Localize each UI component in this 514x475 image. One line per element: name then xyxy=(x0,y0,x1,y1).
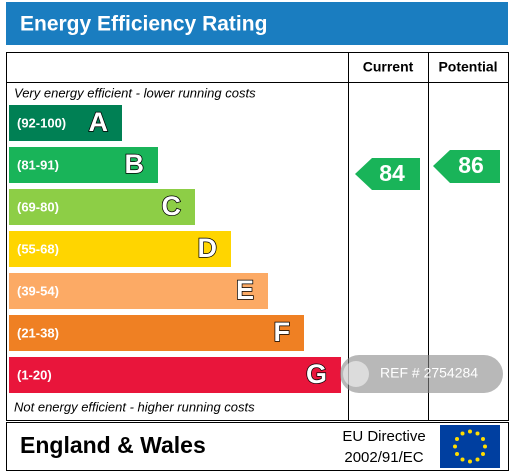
eu-star xyxy=(460,457,465,462)
band-range: (69-80) xyxy=(17,199,59,214)
band-range: (81-91) xyxy=(17,157,59,172)
band-letter: B xyxy=(125,149,145,179)
column-header: Potential xyxy=(438,59,497,75)
eu-star xyxy=(475,431,480,436)
eu-star xyxy=(483,444,487,449)
band xyxy=(9,357,341,393)
eu-star xyxy=(453,444,457,449)
top-note: Very energy efficient - lower running co… xyxy=(14,85,256,100)
column-header: Current xyxy=(363,59,414,75)
band-letter: G xyxy=(306,359,327,389)
eu-star xyxy=(468,459,472,464)
band xyxy=(9,189,195,225)
band-letter: E xyxy=(236,275,254,305)
band xyxy=(9,315,304,351)
eu-star xyxy=(475,457,480,462)
watermark-badge xyxy=(340,355,503,393)
title-bar xyxy=(6,2,508,45)
band xyxy=(9,105,122,141)
watermark-icon xyxy=(343,361,369,387)
potential-arrow xyxy=(433,150,500,183)
band xyxy=(9,231,231,267)
eu-star xyxy=(455,437,460,441)
footer-frame xyxy=(6,422,509,471)
band-range: (39-54) xyxy=(17,283,59,298)
band-letter: D xyxy=(198,233,218,263)
band xyxy=(9,273,268,309)
current-arrow xyxy=(355,158,420,190)
band-letter: F xyxy=(274,317,291,347)
eu-stars xyxy=(453,429,487,464)
eu-star xyxy=(480,452,485,456)
watermark: REF # 2754284 xyxy=(380,365,478,381)
current-value: 84 xyxy=(379,160,405,186)
potential-value: 86 xyxy=(458,152,484,178)
main-frame xyxy=(6,52,509,421)
region: England & Wales xyxy=(20,432,206,458)
eu-star xyxy=(460,431,465,436)
directive: EU Directive xyxy=(342,428,425,445)
eu-star xyxy=(468,429,472,434)
bottom-note: Not energy efficient - higher running co… xyxy=(14,399,255,414)
band-range: (21-38) xyxy=(17,325,59,340)
band-range: (1-20) xyxy=(17,367,52,382)
band-letter: C xyxy=(162,191,182,221)
band-range: (55-68) xyxy=(17,241,59,256)
band-range: (92-100) xyxy=(17,115,66,130)
eu-star xyxy=(455,452,460,456)
band-letter: A xyxy=(89,107,109,137)
eu-star xyxy=(480,437,485,441)
band xyxy=(9,147,158,183)
directive: 2002/91/EC xyxy=(344,449,423,466)
title: Energy Efficiency Rating xyxy=(20,13,267,36)
